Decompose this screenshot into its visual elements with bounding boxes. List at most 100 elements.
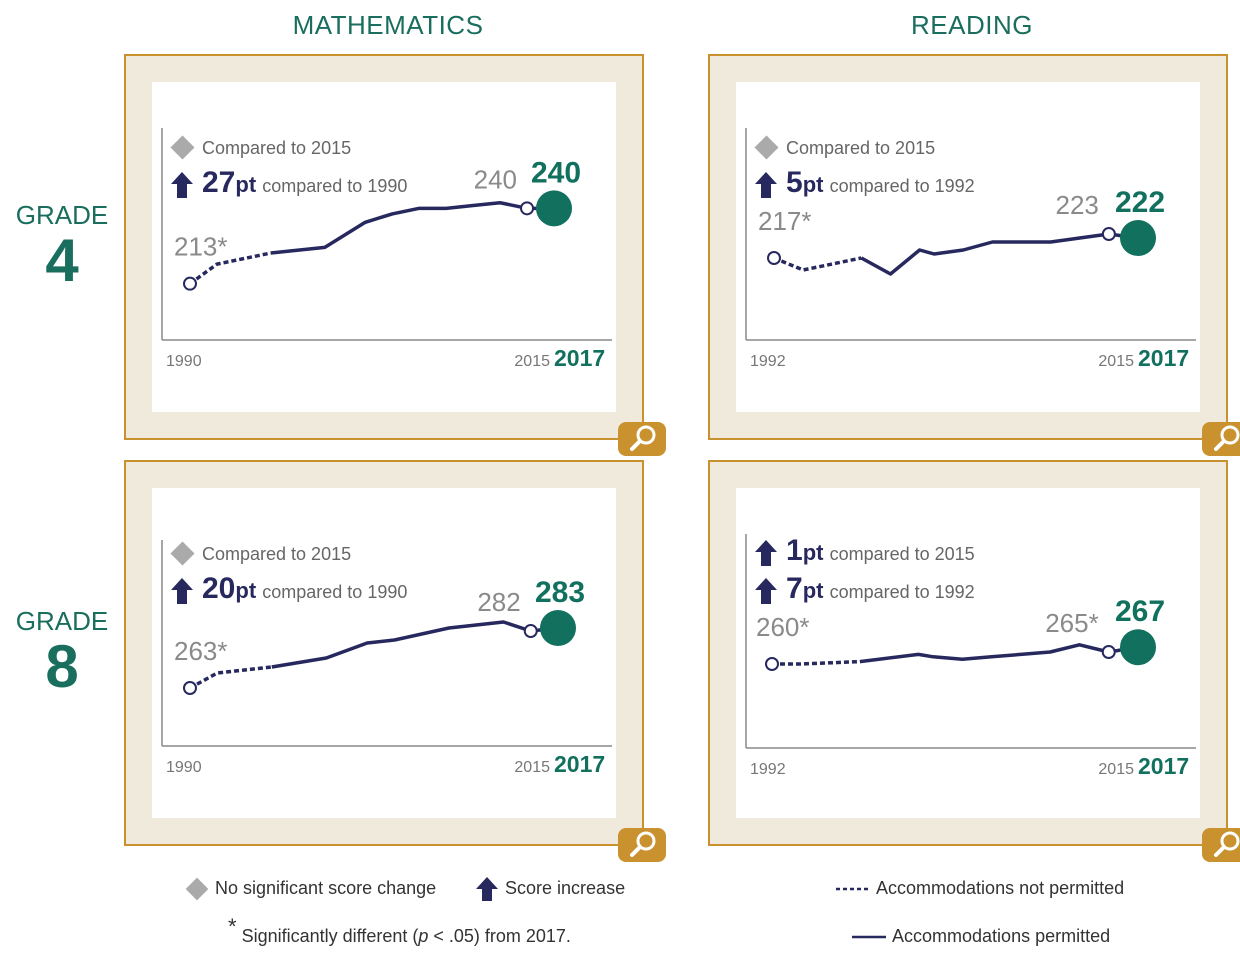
start-point xyxy=(765,657,779,671)
legend-permitted-label: Accommodations permitted xyxy=(892,926,1111,946)
line-chart-math-grade8: Compared to 2015 20pt compared to 1990 263… xyxy=(161,540,612,777)
start-value-label: 263* xyxy=(174,636,228,666)
series-line-not-permitted xyxy=(188,251,272,286)
panel-reading-grade4: Compared to 2015 5pt compared to 1992 217*… xyxy=(708,54,1228,440)
grade-8-label: GRADE 8 xyxy=(0,606,124,697)
summary-unit: pt xyxy=(803,540,830,565)
series-line-not-permitted xyxy=(772,659,860,666)
series-line-not-permitted xyxy=(189,665,272,690)
start-point xyxy=(183,276,197,291)
series-line-permitted xyxy=(270,200,554,255)
end-year-label: 2017 xyxy=(1138,753,1189,779)
zoom-button-math-grade4[interactable] xyxy=(618,422,666,456)
diamond-icon xyxy=(170,541,195,566)
legend-permitted: Accommodations permitted xyxy=(852,926,1110,947)
start-value-label: 217* xyxy=(758,206,812,236)
end-point xyxy=(536,190,572,227)
summary-line: Compared to 2015 xyxy=(202,544,351,564)
start-value-label: 213* xyxy=(174,232,228,262)
end-point xyxy=(540,610,576,646)
start-year-label: 1990 xyxy=(166,353,202,370)
summary-text: compared to 2015 xyxy=(830,544,975,564)
prev-point xyxy=(1101,227,1116,241)
prev-year-label: 2015 xyxy=(1098,353,1134,370)
diamond-icon xyxy=(754,135,779,160)
asterisk: * xyxy=(228,914,237,939)
start-year-label: 1992 xyxy=(750,353,786,370)
summary-value: 7 xyxy=(786,572,803,605)
prev-value-label: 265* xyxy=(1045,608,1099,638)
start-point xyxy=(183,681,197,695)
summary-value: 27 xyxy=(202,166,235,199)
legend-increase-label: Score increase xyxy=(505,877,626,898)
grade-number: 8 xyxy=(45,633,79,700)
panel-math-grade4: Compared to 2015 27pt compared to 1990 213… xyxy=(124,54,644,440)
summary-value: 1 xyxy=(786,534,803,567)
panel-reading-grade8: 1pt compared to 2015 7pt compared to 1992… xyxy=(708,460,1228,846)
subject-heading-math: MATHEMATICS xyxy=(292,10,484,40)
summary-unit: pt xyxy=(235,172,262,197)
chart-area xyxy=(152,488,616,818)
arrow-up-icon xyxy=(476,877,498,901)
footnote-text-pre: Significantly different ( xyxy=(241,926,419,946)
summary-unit: pt xyxy=(803,578,830,603)
summary-text: compared to 1992 xyxy=(830,176,975,196)
grade-4-label: GRADE 4 xyxy=(0,200,124,291)
end-value-label: 267 xyxy=(1115,595,1165,628)
legend-no-change-label: No significant score change xyxy=(215,877,437,898)
arrow-up-icon xyxy=(755,172,777,198)
summary-text: Compared to 2015 xyxy=(202,138,351,158)
legend-increase: Score increase xyxy=(474,876,625,902)
prev-point xyxy=(523,624,538,638)
summary-line: 27pt compared to 1990 xyxy=(202,166,407,199)
line-chart-reading-grade4: Compared to 2015 5pt compared to 1992 217*… xyxy=(745,128,1196,371)
summary-value: 5 xyxy=(786,166,803,199)
legend-footnote: * Significantly different (p < .05) from… xyxy=(228,914,571,948)
zoom-button-reading-grade4[interactable] xyxy=(1202,422,1240,456)
prev-value-label: 240 xyxy=(474,164,517,194)
prev-value-label: 223 xyxy=(1055,190,1098,220)
series-line-permitted xyxy=(860,232,1139,276)
summary-text: Compared to 2015 xyxy=(202,544,351,564)
grade-text: GRADE xyxy=(15,606,109,636)
start-year-label: 1990 xyxy=(166,759,202,776)
end-year-label: 2017 xyxy=(554,751,605,777)
summary-line: 7pt compared to 1992 xyxy=(786,572,975,605)
summary-unit: pt xyxy=(235,578,262,603)
summary-value: 20 xyxy=(202,572,235,605)
summary-line: 5pt compared to 1992 xyxy=(786,166,975,199)
legend-no-change: No significant score change xyxy=(184,876,436,902)
subject-heading-reading: READING xyxy=(911,10,1033,40)
end-value-label: 283 xyxy=(535,576,585,609)
summary-text: compared to 1990 xyxy=(262,582,407,602)
summary-line: 20pt compared to 1990 xyxy=(202,572,407,605)
end-year-label: 2017 xyxy=(1138,345,1189,371)
panel-math-grade8: Compared to 2015 20pt compared to 1990 263… xyxy=(124,460,644,846)
footnote-p: p xyxy=(418,926,429,946)
solid-line-icon xyxy=(852,936,886,939)
end-year-label: 2017 xyxy=(554,345,605,371)
end-value-label: 240 xyxy=(531,156,581,189)
summary-unit: pt xyxy=(803,172,830,197)
diamond-icon xyxy=(185,877,209,901)
prev-point xyxy=(520,201,535,216)
legend-not-permitted-label: Accommodations not permitted xyxy=(876,878,1125,898)
summary-text: Compared to 2015 xyxy=(786,138,935,158)
arrow-up-icon xyxy=(755,540,777,566)
summary-line: 1pt compared to 2015 xyxy=(786,534,975,567)
summary-line: Compared to 2015 xyxy=(202,138,351,158)
footnote-text-post: < .05) from 2017. xyxy=(428,926,571,946)
zoom-button-reading-grade8[interactable] xyxy=(1202,828,1240,862)
start-point xyxy=(767,251,781,265)
series-line-permitted xyxy=(859,643,1139,664)
end-point xyxy=(1120,220,1156,256)
prev-year-label: 2015 xyxy=(514,759,550,776)
zoom-button-math-grade8[interactable] xyxy=(618,828,666,862)
end-point xyxy=(1120,629,1156,666)
summary-text: compared to 1992 xyxy=(830,582,975,602)
prev-value-label: 282 xyxy=(477,587,520,617)
arrow-up-icon xyxy=(171,578,193,604)
grade-text: GRADE xyxy=(15,200,109,230)
summary-line: Compared to 2015 xyxy=(786,138,935,158)
start-year-label: 1992 xyxy=(750,761,786,778)
